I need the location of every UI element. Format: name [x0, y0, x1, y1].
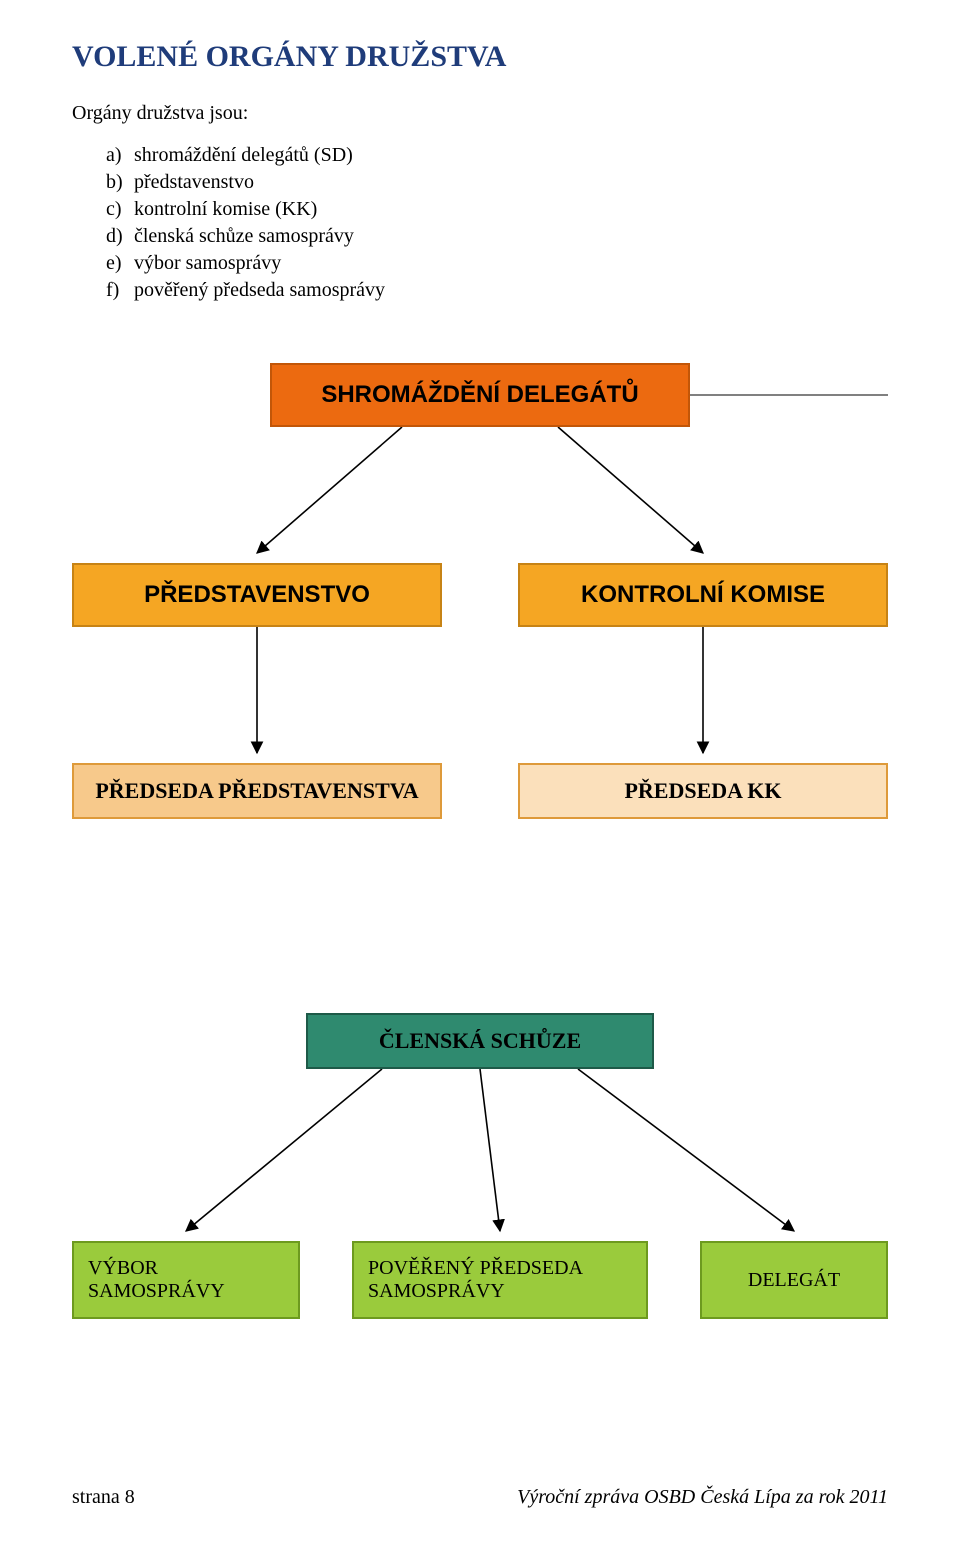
list-prefix: f) [106, 278, 134, 303]
node-label: VÝBORSAMOSPRÁVY [88, 1257, 225, 1303]
footer-page-number: strana 8 [72, 1486, 135, 1509]
document-page: VOLENÉ ORGÁNY DRUŽSTVA Orgány družstva j… [0, 0, 960, 1549]
node-clenska-schuze: ČLENSKÁ SCHŮZE [306, 1013, 654, 1069]
node-label: KONTROLNÍ KOMISE [581, 581, 825, 609]
org-chart: SHROMÁŽDĚNÍ DELEGÁTŮ PŘEDSTAVENSTVO KONTRO… [72, 363, 888, 1393]
list-text: členská schůze samosprávy [134, 225, 354, 247]
node-vybor-samospravy: VÝBORSAMOSPRÁVY [72, 1241, 300, 1319]
node-label: PŘEDSEDA PŘEDSTAVENSTVA [95, 778, 418, 804]
node-kontrolni-komise: KONTROLNÍ KOMISE [518, 563, 888, 627]
node-label: ČLENSKÁ SCHŮZE [379, 1028, 581, 1054]
chart-connectors [72, 363, 888, 1393]
list-prefix: a) [106, 143, 134, 168]
node-label: PŘEDSTAVENSTVO [144, 581, 370, 609]
page-title: VOLENÉ ORGÁNY DRUŽSTVA [72, 40, 888, 74]
node-predseda-kk: PŘEDSEDA KK [518, 763, 888, 819]
node-label: PŘEDSEDA KK [624, 778, 781, 804]
node-predseda-predstavenstva: PŘEDSEDA PŘEDSTAVENSTVA [72, 763, 442, 819]
node-delegat: DELEGÁT [700, 1241, 888, 1319]
list-text: shromáždění delegátů (SD) [134, 144, 353, 166]
list-item: b)představenstvo [106, 170, 888, 195]
node-shromazdeni-delegatu: SHROMÁŽDĚNÍ DELEGÁTŮ [270, 363, 690, 427]
intro-text: Orgány družstva jsou: [72, 102, 888, 125]
list-text: pověřený předseda samosprávy [134, 279, 385, 301]
node-label: DELEGÁT [748, 1269, 840, 1292]
node-label: POVĚŘENÝ PŘEDSEDASAMOSPRÁVY [368, 1257, 583, 1303]
list-text: představenstvo [134, 171, 254, 193]
list-text: kontrolní komise (KK) [134, 198, 317, 220]
list-item: f)pověřený předseda samosprávy [106, 278, 888, 303]
list-item: d)členská schůze samosprávy [106, 224, 888, 249]
node-predstavenstvo: PŘEDSTAVENSTVO [72, 563, 442, 627]
list-item: c)kontrolní komise (KK) [106, 197, 888, 222]
list-item: e)výbor samosprávy [106, 251, 888, 276]
list-prefix: e) [106, 251, 134, 276]
list-prefix: d) [106, 224, 134, 249]
node-label: SHROMÁŽDĚNÍ DELEGÁTŮ [321, 381, 638, 409]
list-text: výbor samosprávy [134, 252, 281, 274]
node-povereny-predseda-samospravy: POVĚŘENÝ PŘEDSEDASAMOSPRÁVY [352, 1241, 648, 1319]
list-prefix: c) [106, 197, 134, 222]
page-footer: strana 8 Výroční zpráva OSBD Česká Lípa … [72, 1486, 888, 1509]
list-item: a)shromáždění delegátů (SD) [106, 143, 888, 168]
footer-report-title: Výroční zpráva OSBD Česká Lípa za rok 20… [517, 1486, 888, 1509]
list-prefix: b) [106, 170, 134, 195]
organ-list: a)shromáždění delegátů (SD) b)představen… [106, 143, 888, 303]
